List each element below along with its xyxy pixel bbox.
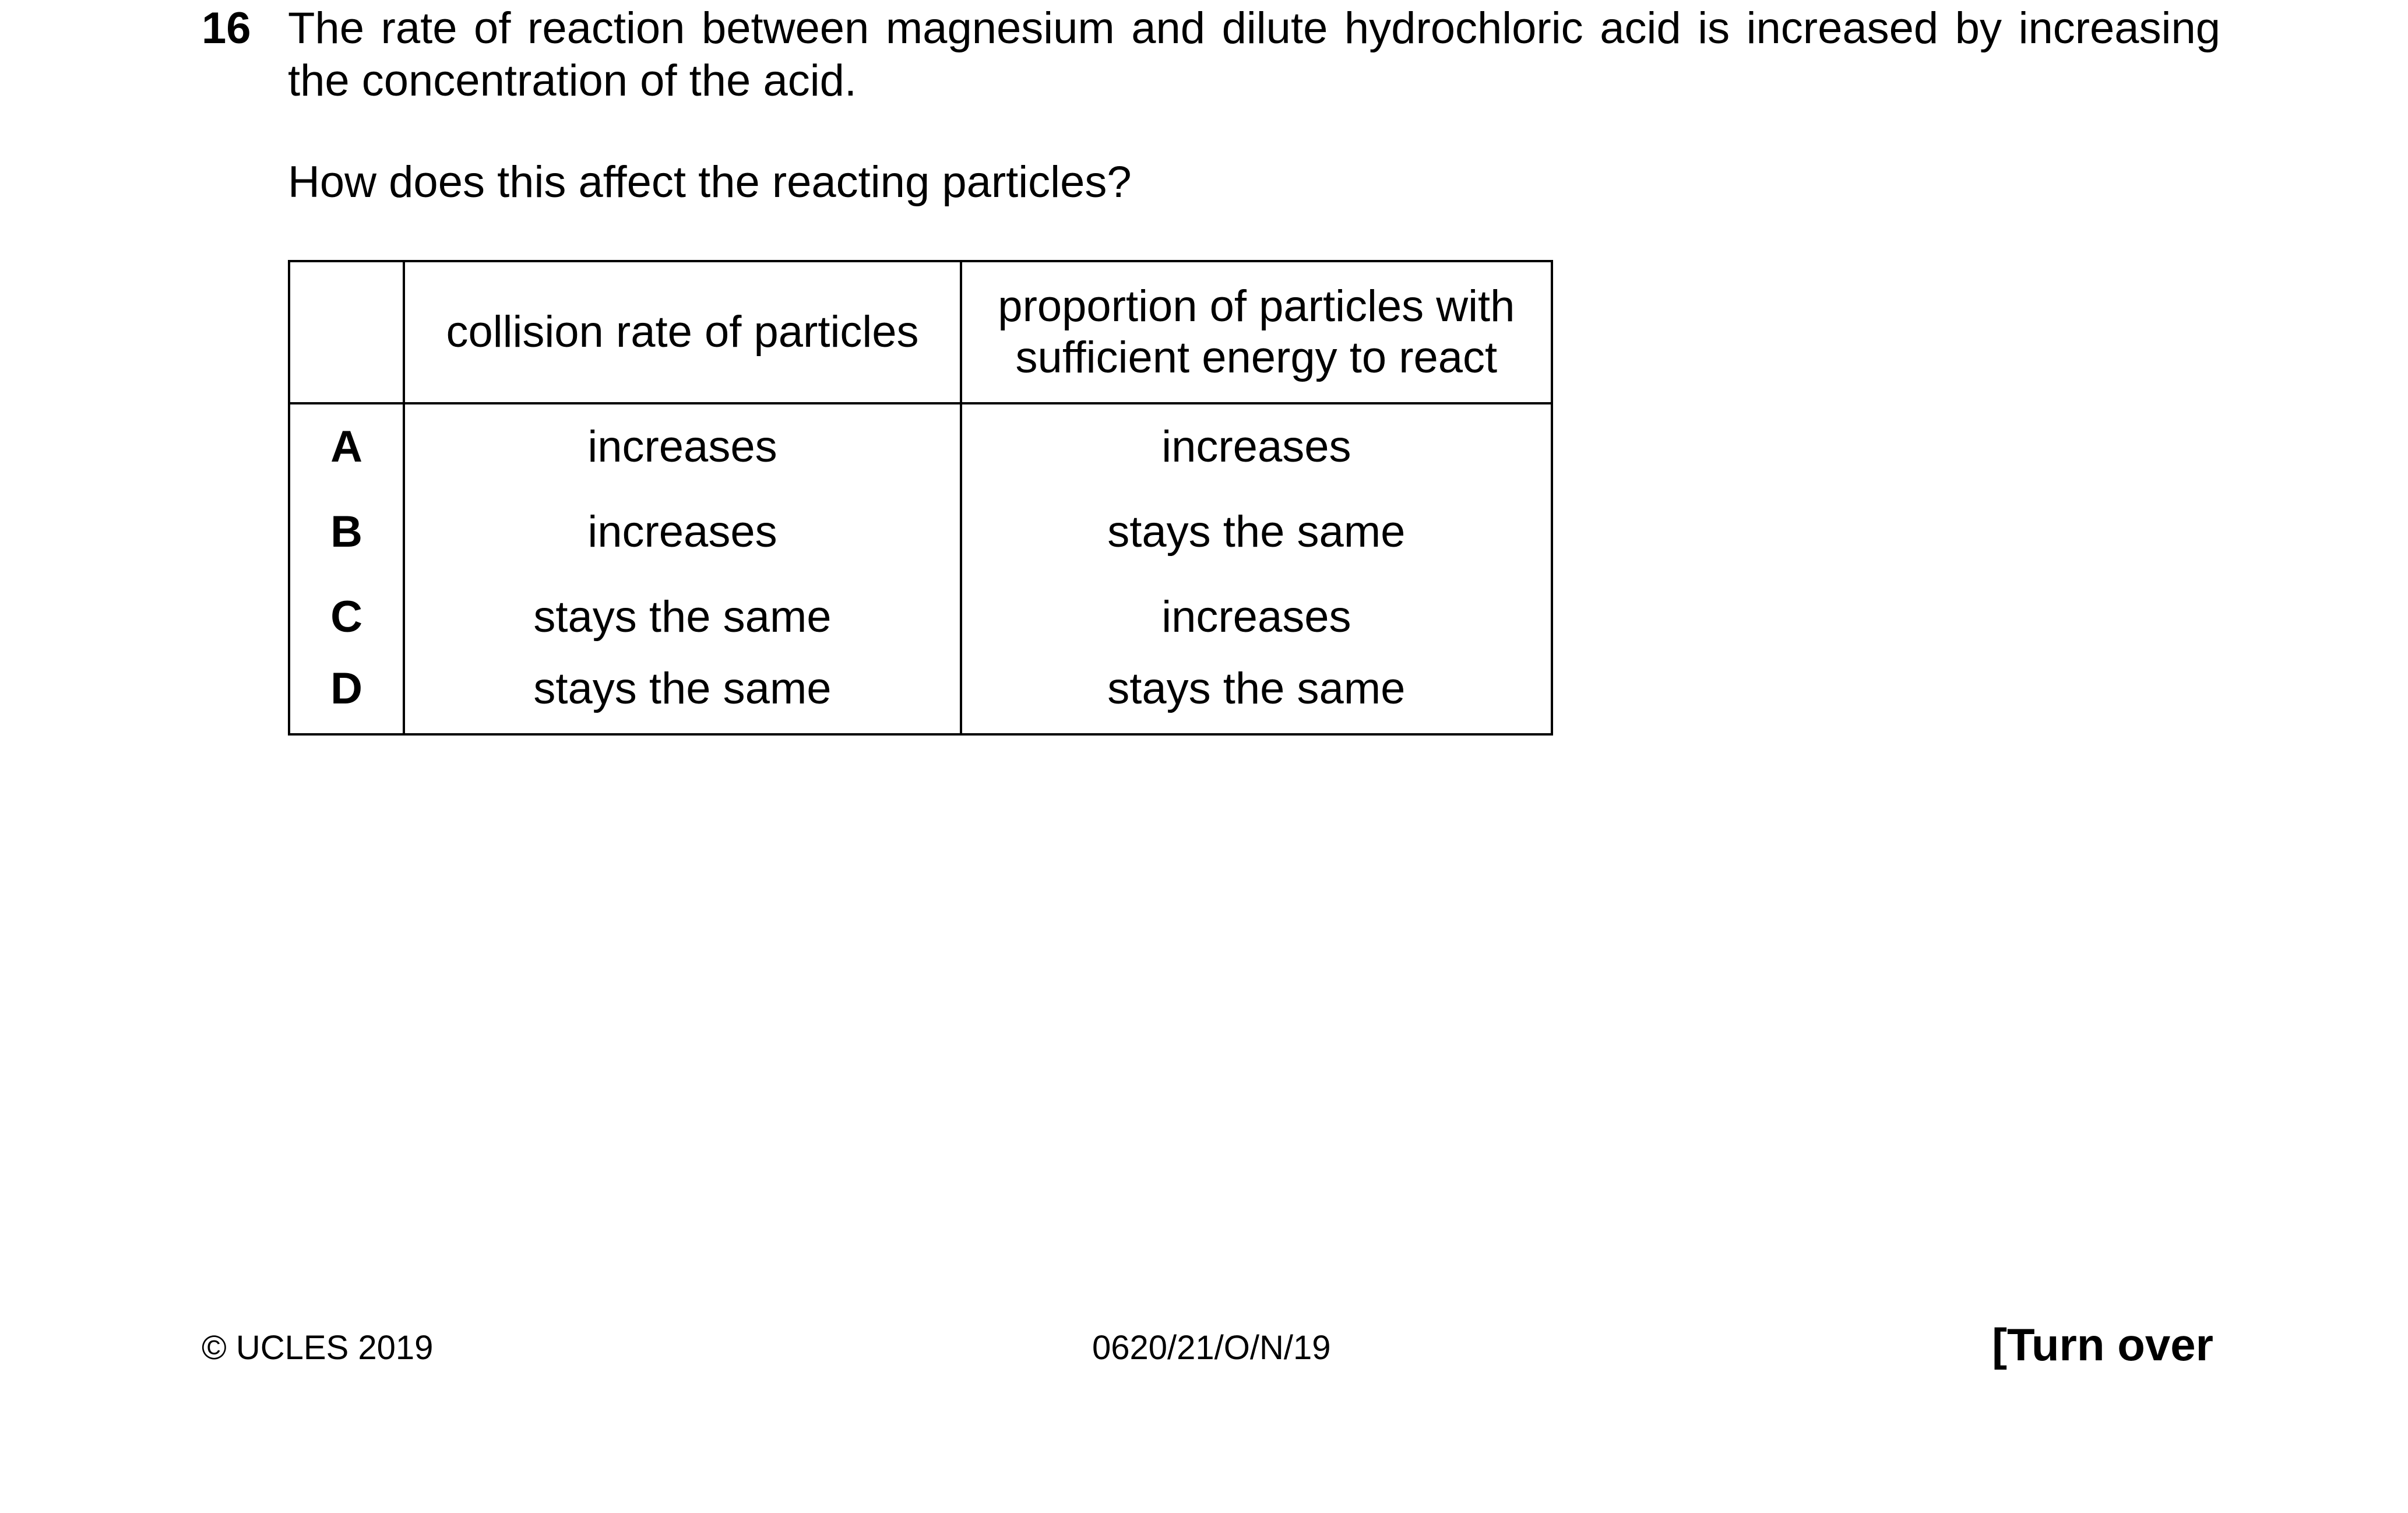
answer-options-table: collision rate of particles proportion o…: [287, 260, 1554, 736]
question-prompt: How does this affect the reacting partic…: [288, 157, 1132, 207]
question-stem: The rate of reaction between magnesium a…: [288, 3, 2220, 105]
header-option-letter: [287, 260, 406, 404]
option-letter: C: [287, 575, 406, 660]
option-letter: B: [287, 490, 406, 575]
collision-rate-cell: increases: [403, 490, 962, 575]
footer-turn-over: [Turn over: [1992, 1319, 2213, 1370]
collision-rate-cell: increases: [403, 403, 962, 490]
option-letter: D: [287, 660, 406, 736]
proportion-cell: stays the same: [959, 490, 1554, 575]
footer-paper-code: 0620/21/O/N/19: [1092, 1329, 1331, 1367]
footer-copyright: © UCLES 2019: [202, 1329, 434, 1367]
collision-rate-cell: stays the same: [403, 660, 962, 736]
table-row: A increases increases: [287, 403, 1554, 490]
table-row: B increases stays the same: [287, 490, 1554, 575]
header-proportion-energy: proportion of particles with sufficient …: [959, 260, 1554, 404]
proportion-cell: increases: [959, 403, 1554, 490]
question-number: 16: [202, 3, 251, 53]
collision-rate-cell: stays the same: [403, 575, 962, 660]
table-row: D stays the same stays the same: [287, 660, 1554, 736]
table-header-row: collision rate of particles proportion o…: [287, 260, 1554, 404]
proportion-cell: stays the same: [959, 660, 1554, 736]
option-letter: A: [287, 403, 406, 490]
proportion-cell: increases: [959, 575, 1554, 660]
header-collision-rate: collision rate of particles: [403, 260, 962, 404]
table-row: C stays the same increases: [287, 575, 1554, 660]
